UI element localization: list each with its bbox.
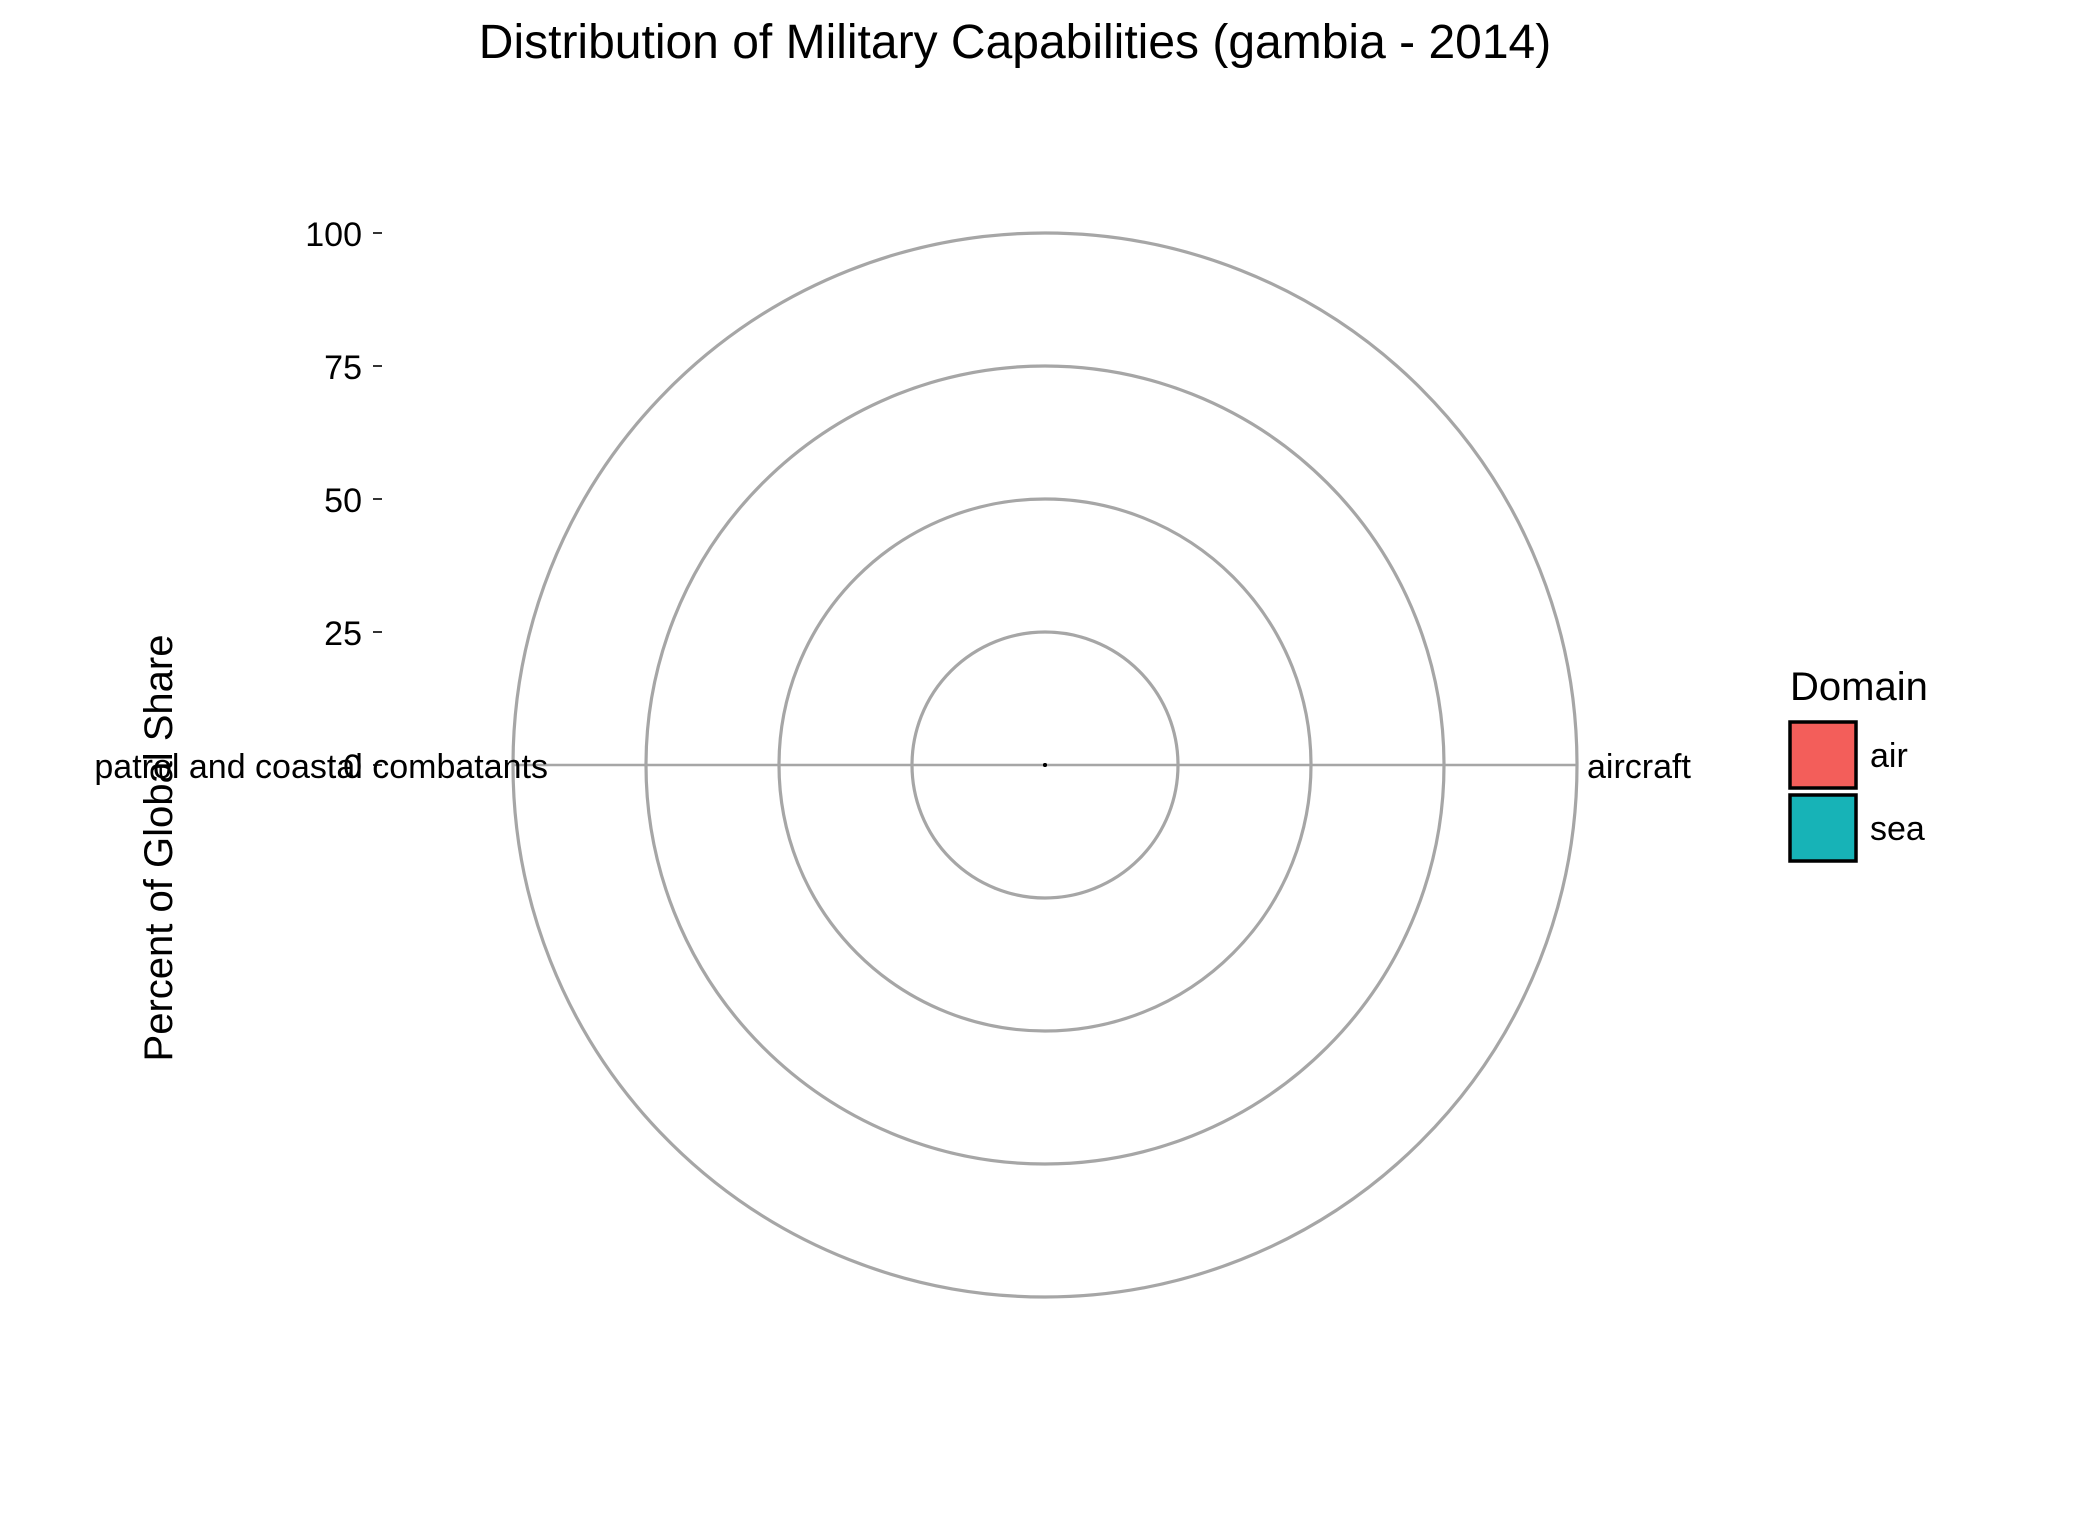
- legend-label-sea: sea: [1870, 810, 1925, 848]
- legend-title: Domain: [1790, 665, 1928, 709]
- y-axis-ticks: 0 25 50 75 100: [305, 216, 382, 786]
- y-tick-label-25: 25: [324, 615, 362, 653]
- y-tick-label-75: 75: [324, 349, 362, 387]
- legend: Domain air sea: [1788, 665, 1928, 863]
- y-tick-label-50: 50: [324, 482, 362, 520]
- legend-swatch-air: [1788, 720, 1858, 790]
- category-labels: patrol and coastal combatants aircraft: [94, 748, 1691, 786]
- y-axis-label: Percent of Global Share: [137, 635, 181, 1062]
- grid-layer: [511, 231, 1579, 1299]
- y-tick-label-0: 0: [343, 748, 362, 786]
- category-label-0: patrol and coastal combatants: [94, 748, 548, 786]
- data-marks: [1043, 763, 1047, 767]
- y-tick-label-100: 100: [305, 216, 362, 254]
- bar-sea: [1043, 763, 1047, 767]
- legend-swatch-sea: [1788, 793, 1858, 863]
- legend-label-air: air: [1870, 737, 1908, 775]
- chart-title: Distribution of Military Capabilities (g…: [479, 16, 1551, 69]
- legend-entries: air sea: [1788, 720, 1925, 863]
- category-label-1: aircraft: [1587, 748, 1691, 786]
